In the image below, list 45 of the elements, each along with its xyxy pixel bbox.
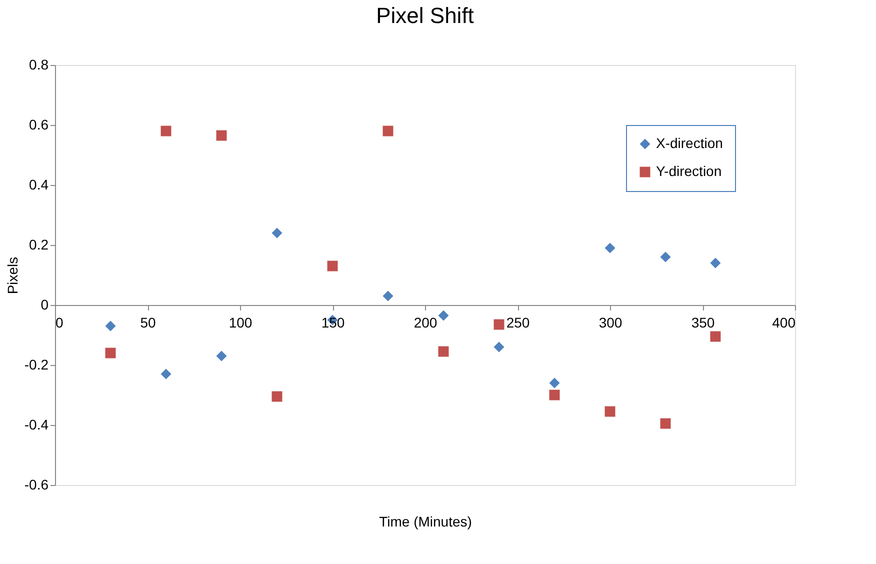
point: [160, 368, 172, 380]
point: [327, 260, 338, 272]
point: [272, 391, 282, 402]
y-tick-label: 0: [40, 296, 49, 312]
point: [604, 242, 616, 254]
x-tick-label: 350: [691, 314, 715, 330]
point: [105, 320, 116, 332]
point: [660, 252, 671, 262]
x-tick-label: 200: [414, 314, 438, 330]
x-tick-label: 250: [506, 314, 530, 330]
point: [272, 228, 282, 238]
point: [216, 350, 227, 362]
y-tick-label: 0.4: [29, 176, 49, 192]
y-tick-label: -0.6: [24, 476, 49, 492]
point: [604, 406, 616, 417]
point: [710, 258, 721, 268]
point: [105, 348, 116, 358]
point: [549, 378, 560, 388]
legend-label: Y-direction: [656, 163, 722, 179]
point: [438, 346, 449, 357]
x-tick-label: 400: [772, 314, 796, 330]
x-tick-label: 50: [140, 314, 156, 330]
y-tick-label: 0.6: [29, 116, 49, 132]
legend-label: X-direction: [656, 135, 723, 151]
y-tick-label: -0.4: [24, 416, 49, 432]
point: [710, 331, 721, 342]
point: [382, 290, 394, 302]
y-tick-label: -0.2: [24, 356, 49, 372]
point: [216, 130, 227, 141]
y-tick-label: 0.8: [29, 56, 49, 72]
x-tick-label: 300: [598, 314, 622, 330]
point: [438, 310, 449, 321]
y-tick-label: 0.2: [29, 236, 49, 252]
point: [660, 418, 671, 429]
x-tick-label: 100: [228, 314, 252, 330]
point: [494, 319, 504, 330]
chart-title: Pixel Shift: [376, 3, 474, 28]
x-tick-label: 150: [321, 314, 345, 330]
point: [549, 390, 560, 400]
point: [382, 126, 394, 136]
x-tick-label: 0: [56, 314, 64, 330]
point: [160, 126, 172, 136]
x-axis-title: Time (Minutes): [379, 514, 472, 530]
y-axis-title: Pixels: [4, 256, 20, 294]
point: [494, 342, 504, 352]
